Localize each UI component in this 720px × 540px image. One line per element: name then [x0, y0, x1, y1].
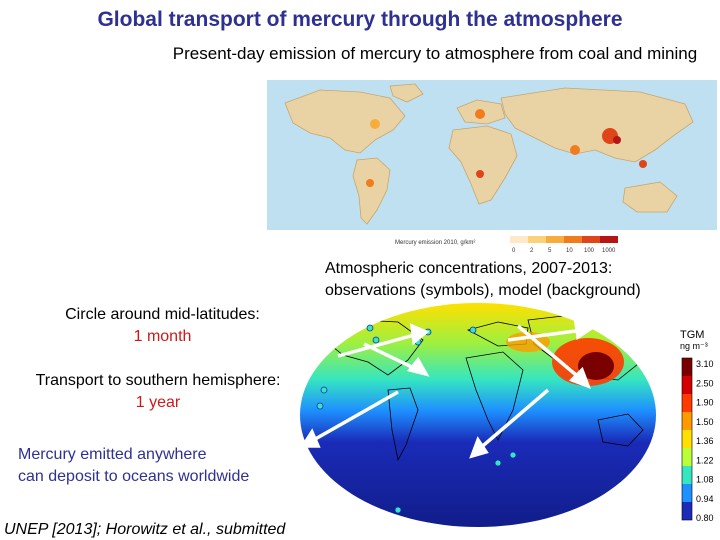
citation: UNEP [2013]; Horowitz et al., submitted [4, 521, 286, 538]
hotspot-china-core [613, 136, 621, 144]
land-masses [284, 83, 694, 225]
hotspot-south-america [366, 179, 374, 187]
emission-legend-swatch [546, 236, 564, 243]
arrow-head [568, 366, 591, 389]
tgm-colorbar-swatch [682, 484, 692, 502]
note-circle-value: 1 month [133, 328, 192, 345]
tgm-colorbar-swatch [682, 448, 692, 466]
hotspot-europe [475, 109, 485, 119]
observation-caption-line1: Atmospheric concentrations, 2007-2013: [325, 260, 613, 277]
observation-symbol [366, 324, 374, 332]
tgm-colorbar-frame [681, 357, 693, 521]
emission-legend-tick: 5 [548, 248, 552, 254]
observation-symbol [394, 506, 402, 514]
arrow-south-atlantic [309, 390, 399, 444]
arrow-indian-ocean [476, 388, 550, 452]
arrow-head [469, 436, 489, 459]
emission-legend-swatch [564, 236, 582, 243]
arrow-atlantic [363, 342, 419, 372]
tgm-colorbar-tick: 3.10 [696, 359, 714, 369]
emission-map-caption: Present-day emission of mercury to atmos… [172, 44, 698, 63]
emission-legend-swatch [510, 236, 528, 243]
arrow-head [299, 428, 321, 448]
tgm-colorbar-swatch [682, 394, 692, 412]
arrow-head [409, 323, 430, 346]
hotspot-africa [476, 170, 484, 178]
greenland [389, 83, 424, 103]
emission-legend-title: Mercury emission 2010, g/km² [395, 240, 475, 246]
tgm-colorbar-tick: 1.22 [696, 455, 714, 465]
tgm-colorbar-tick: 1.90 [696, 398, 714, 408]
tgm-colorbar-tick: 2.50 [696, 378, 714, 388]
tgm-colorbar-title: TGM [680, 329, 704, 341]
arrow-europe-asia [507, 328, 584, 342]
transport-arrows [299, 320, 594, 459]
asia [500, 87, 694, 163]
emission-legend-tick: 0 [512, 248, 516, 254]
hotspot-us [370, 119, 380, 129]
observation-symbol [372, 336, 380, 344]
arrow-north-america-europe [337, 332, 419, 358]
note-deposit-line1: Mercury emitted anywhere [18, 446, 207, 463]
tgm-high-concentration [506, 332, 624, 386]
observation-symbol [494, 459, 502, 467]
emission-legend-tick: 2 [530, 248, 534, 254]
emission-legend-swatch [528, 236, 546, 243]
hotspot-se-asia [639, 160, 647, 168]
coast-south-america [387, 387, 419, 462]
tgm-colorbar-swatch [682, 412, 692, 430]
emission-legend-tick: 10 [566, 248, 573, 254]
arrow-head [406, 356, 430, 377]
emission-hotspots [366, 109, 647, 187]
africa [448, 125, 518, 205]
coast-australia [597, 413, 644, 447]
emission-map: Mercury emission 2010, g/km² 0 2 5 10 100 100… [267, 80, 717, 254]
note-transport-value: 1 year [135, 394, 181, 411]
observation-symbol [509, 451, 517, 459]
emission-legend: 0 2 5 10 100 1000 [510, 236, 618, 254]
note-mid-latitude-circulation: Circle around mid-latitudes: 1 month [20, 304, 305, 348]
north-america [284, 89, 406, 154]
tgm-colorbar-tick: 1.36 [696, 436, 714, 446]
australia [622, 181, 678, 213]
emission-legend-swatch [582, 236, 600, 243]
note-ocean-deposition: Mercury emitted anywhere can deposit to … [18, 444, 249, 488]
tgm-concentration-map: TGM ng m⁻³ 3.10 2.50 1.90 1.50 1.36 1.22 1.08 0… [299, 303, 714, 527]
tgm-colorbar-swatch [682, 466, 692, 484]
tgm-colorbar-swatch [682, 376, 692, 394]
tgm-colorbar-swatch [682, 430, 692, 448]
tgm-colorbar-tick: 1.08 [696, 475, 714, 485]
observation-symbol [320, 386, 328, 394]
tgm-colorbar-swatch [682, 358, 692, 376]
peak-tgm-china [578, 352, 614, 380]
note-circle-label: Circle around mid-latitudes: [65, 306, 260, 323]
tgm-colorbar-swatch [682, 502, 692, 520]
note-southern-transport: Transport to southern hemisphere: 1 year [8, 370, 308, 414]
emission-legend-swatch [600, 236, 618, 243]
south-america [352, 157, 391, 225]
tgm-colorbar-tick: 0.80 [696, 513, 714, 523]
hotspot-india [570, 145, 580, 155]
tgm-colorbar-tick: 0.94 [696, 494, 714, 504]
observation-caption-line2: observations (symbols), model (backgroun… [325, 282, 641, 299]
note-transport-label: Transport to southern hemisphere: [35, 372, 281, 389]
observation-symbol [316, 402, 324, 410]
arrow-head [573, 320, 594, 340]
tgm-colorbar: 3.10 2.50 1.90 1.50 1.36 1.22 1.08 0.94 0.80 [681, 357, 714, 523]
note-deposit-line2: can deposit to oceans worldwide [18, 468, 250, 485]
arrow-to-china [516, 324, 584, 382]
tgm-model-background [300, 303, 656, 527]
slide-title: Global transport of mercury through the … [97, 8, 623, 31]
emission-legend-tick: 100 [584, 248, 595, 254]
tgm-colorbar-tick: 1.50 [696, 417, 714, 427]
observation-symbols [316, 324, 517, 514]
observation-symbol [469, 326, 477, 334]
emission-legend-tick: 1000 [602, 248, 616, 254]
observation-caption: Atmospheric concentrations, 2007-2013: o… [325, 258, 641, 302]
tgm-colorbar-unit: ng m⁻³ [680, 341, 708, 351]
